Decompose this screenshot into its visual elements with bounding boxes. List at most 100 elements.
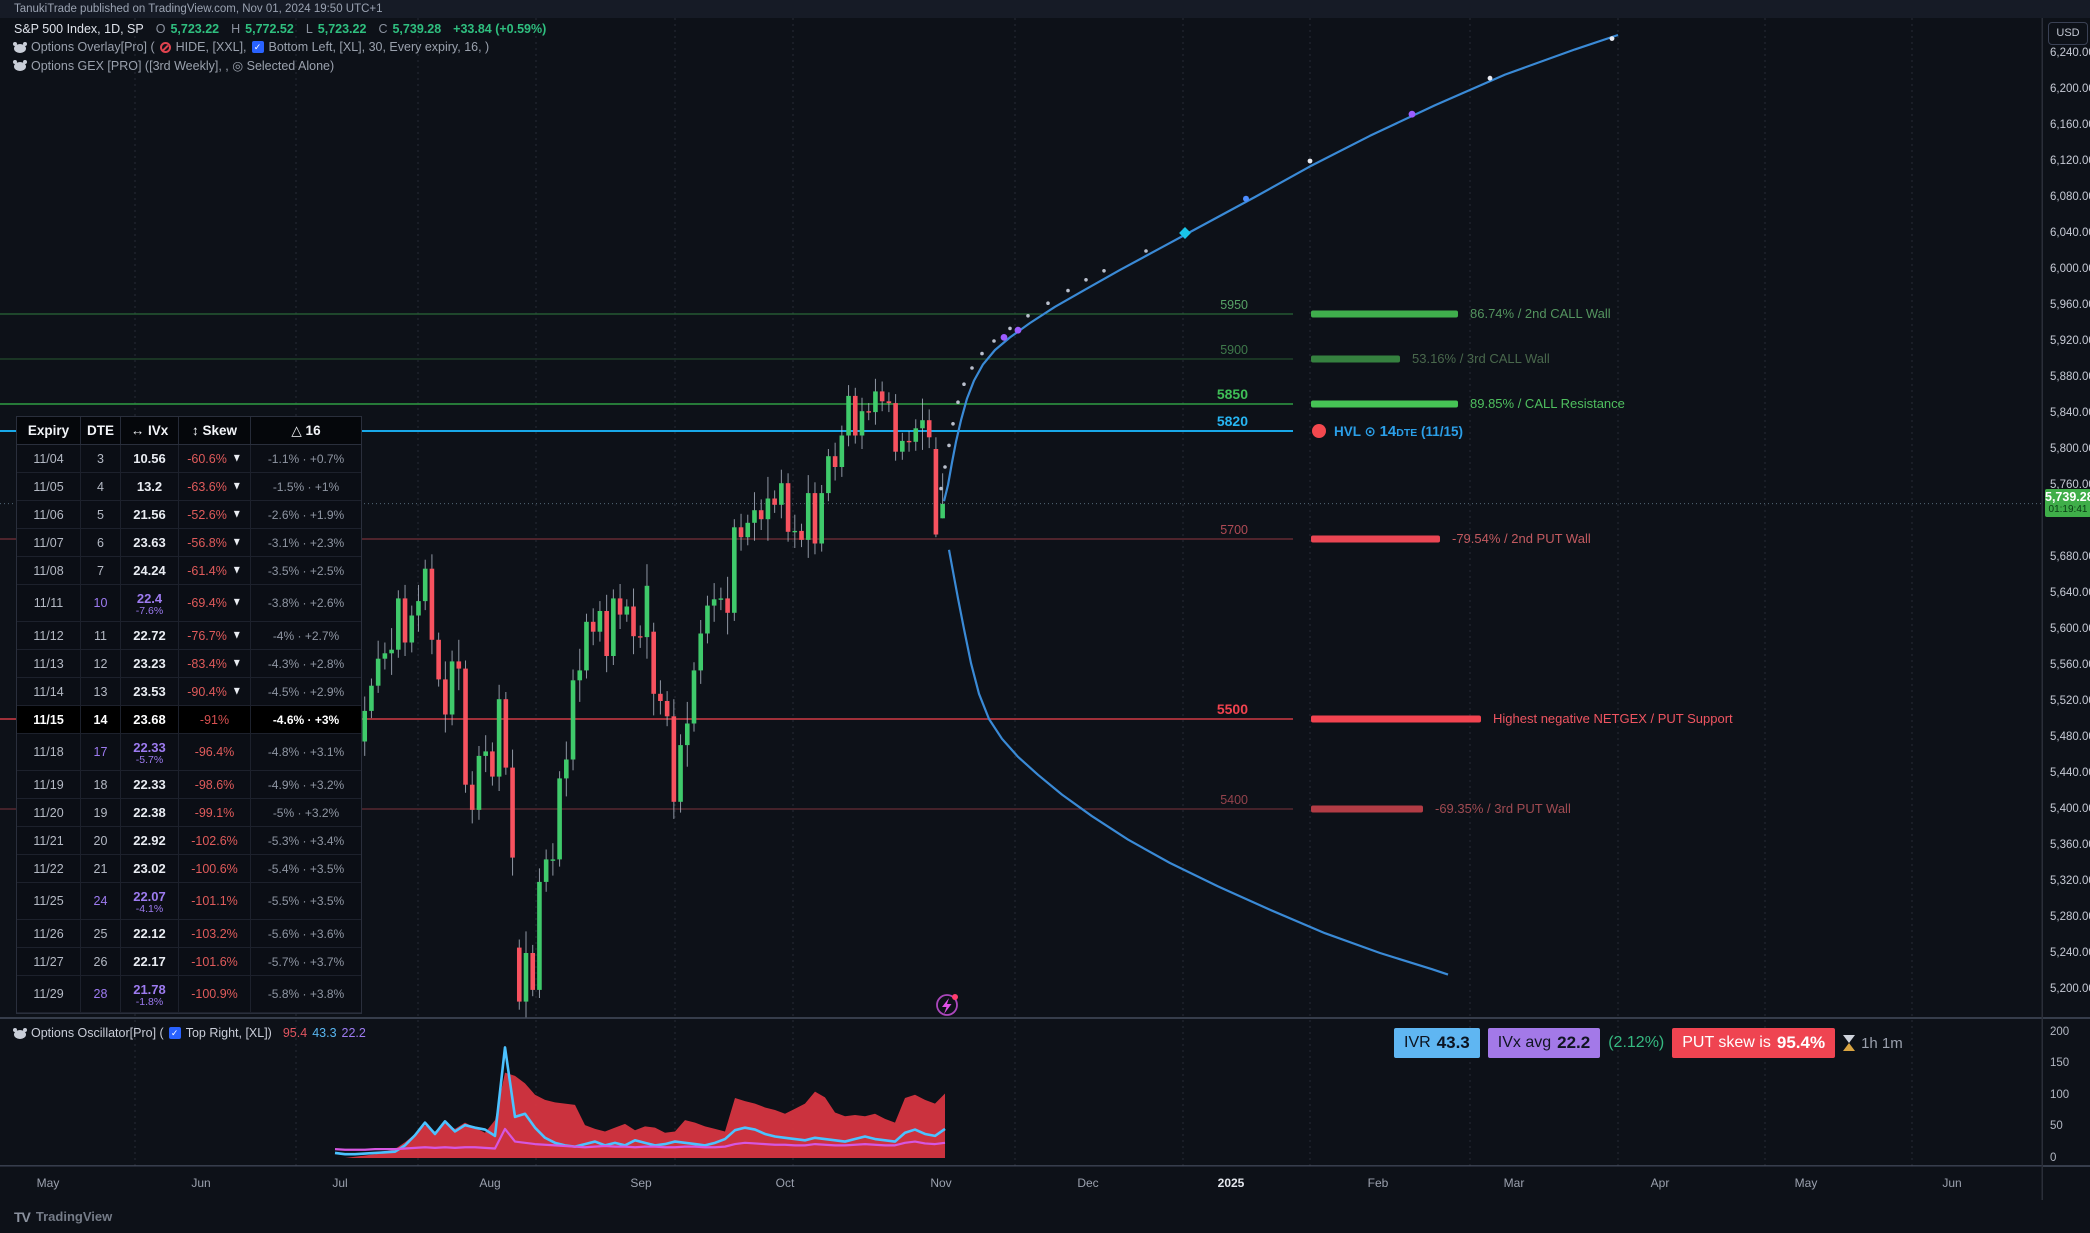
expiry-row-11-07[interactable]: 11/07 6 23.63 -56.8% ▼ -3.1% · +2.3% <box>17 529 361 557</box>
expiry-cell: 11/15 <box>17 706 81 733</box>
low-value: 5,723.22 <box>317 22 367 36</box>
ivr-badge: IVR 43.3 <box>1394 1028 1480 1058</box>
dte-cell: 4 <box>81 473 121 500</box>
price-tick: 5,840.00 <box>2050 407 2090 419</box>
time-axis[interactable]: May Jun Jul Aug Sep Oct Nov Dec 2025 Feb Mar Apr May… <box>0 1166 2042 1202</box>
change-value: +33.84 (+0.59%) <box>453 22 547 36</box>
expiry-row-11-25[interactable]: 11/25 24 22.07 -4.1% -101.1% -5.5% · +3.5% <box>17 883 361 920</box>
bar-countdown: 01:19:41 <box>2048 503 2088 515</box>
oscillator-tick: 200 <box>2050 1025 2070 1038</box>
options-overlay-legend[interactable]: Options Overlay[Pro] ( HIDE, [XXL], ✓ Bo… <box>13 40 489 54</box>
expiry-row-11-06[interactable]: 11/06 5 21.56 -52.6% ▼ -2.6% · +1.9% <box>17 501 361 529</box>
expiry-row-11-18[interactable]: 11/18 17 22.33 -5.7% -96.4% -4.8% · +3.1% <box>17 734 361 771</box>
svg-text:HVL ⊙ 14DTE (11/15): HVL ⊙ 14DTE (11/15) <box>1334 423 1463 440</box>
publisher-bar: TanukiTrade published on TradingView.com… <box>0 0 2090 18</box>
expiry-row-11-13[interactable]: 11/13 12 23.23 -83.4% ▼ -4.3% · +2.8% <box>17 650 361 678</box>
gridlines <box>134 18 1913 1166</box>
expiry-row-11-22[interactable]: 11/22 21 23.02 -100.6% -5.4% · +3.5% <box>17 855 361 883</box>
tradingview-logo-text[interactable]: TradingView <box>35 1209 113 1224</box>
tornado-icon: ▼ <box>231 563 242 577</box>
expiry-row-11-04[interactable]: 11/04 3 10.56 -60.6% ▼ -1.1% · +0.7% <box>17 445 361 473</box>
expiry-row-11-21[interactable]: 11/21 20 22.92 -102.6% -5.3% · +3.4% <box>17 827 361 855</box>
time-tick-Apr: Apr <box>1650 1176 1670 1190</box>
expiry-cell: 11/27 <box>17 948 81 975</box>
svg-text:86.74% / 2nd CALL Wall: 86.74% / 2nd CALL Wall <box>1470 306 1611 321</box>
svg-text:5950: 5950 <box>1220 298 1248 312</box>
price-tick: 6,040.00 <box>2050 227 2090 239</box>
delta16-cell: -5% · +3.2% <box>272 805 340 820</box>
time-tick-Dec: Dec <box>1077 1176 1099 1190</box>
skew-cell: -102.6% <box>179 827 251 854</box>
expiry-row-11-26[interactable]: 11/26 25 22.12 -103.2% -5.6% · +3.6% <box>17 920 361 948</box>
ivx-cell: 22.92 <box>121 827 179 854</box>
delta16-cell: -5.3% · +3.4% <box>267 833 345 848</box>
ivx-cell: 23.23 <box>121 650 179 677</box>
oscillator-tick: 150 <box>2050 1057 2070 1070</box>
expiry-row-11-11[interactable]: 11/11 10 22.4 -7.6% -69.4% ▼ -3.8% · +2.6% <box>17 585 361 622</box>
delta16-cell: -3.8% · +2.6% <box>267 596 345 610</box>
expiry-cell: 11/08 <box>17 557 81 584</box>
expiry-row-11-15[interactable]: 11/15 14 23.68 -91% -4.6% · +3% <box>17 706 361 734</box>
delta16-cell: -4.5% · +2.9% <box>267 684 345 699</box>
price-axis[interactable]: USD 6,240.00 6,200.00 6,160.00 6,120.00 6,08… <box>2042 18 2090 1200</box>
skew-cell: -99.1% <box>179 799 251 826</box>
ivx-avg-badge-value: 22.2 <box>1557 1033 1591 1052</box>
svg-text:5900: 5900 <box>1220 343 1248 357</box>
gex-legend-text: Options GEX [PRO] ([3rd Weekly], , ◎ Sel… <box>31 59 335 73</box>
delta16-cell: -4.3% · +2.8% <box>267 656 345 671</box>
expiry-cell: 11/12 <box>17 622 81 649</box>
delta16-cell: -4.8% · +3.1% <box>267 745 345 759</box>
expiry-row-11-05[interactable]: 11/05 4 13.2 -63.6% ▼ -1.5% · +1% <box>17 473 361 501</box>
symbol-legend[interactable]: S&P 500 Index, 1D, SP O 5,723.22 H 5,772.5… <box>14 22 546 36</box>
skew-cell: -60.6% ▼ <box>179 445 251 472</box>
ivx-cell: 10.56 <box>121 445 179 472</box>
svg-text:5400: 5400 <box>1220 793 1248 807</box>
skew-cell: -100.9% <box>179 976 251 1012</box>
price-tick: 5,320.00 <box>2050 875 2090 887</box>
tornado-icon: ▼ <box>231 451 242 465</box>
dte-cell: 17 <box>81 734 121 770</box>
price-tick: 5,680.00 <box>2050 551 2090 563</box>
hourglass-icon <box>1843 1035 1856 1051</box>
open-value: 5,723.22 <box>170 22 220 36</box>
expiry-row-11-08[interactable]: 11/08 7 24.24 -61.4% ▼ -3.5% · +2.5% <box>17 557 361 585</box>
expiry-cell: 11/29 <box>17 976 81 1012</box>
expiry-row-11-27[interactable]: 11/27 26 22.17 -101.6% -5.7% · +3.7% <box>17 948 361 976</box>
tradingview-logo-icon[interactable]: TV <box>14 1208 31 1225</box>
delta16-cell: -4.9% · +3.2% <box>267 777 345 792</box>
price-tick: 5,800.00 <box>2050 443 2090 455</box>
currency-button[interactable]: USD <box>2048 22 2088 45</box>
expiry-row-11-19[interactable]: 11/19 18 22.33 -98.6% -4.9% · +3.2% <box>17 771 361 799</box>
ivx-avg-badge-label: IVx avg <box>1497 1034 1552 1051</box>
ivx-cell: 22.33 -5.7% <box>121 734 179 770</box>
price-tick: 5,640.00 <box>2050 587 2090 599</box>
time-tick-Mar: Mar <box>1503 1176 1525 1190</box>
low-label: L <box>305 22 313 36</box>
price-tick: 5,920.00 <box>2050 335 2090 347</box>
dte-cell: 13 <box>81 678 121 705</box>
expiry-row-11-20[interactable]: 11/20 19 22.38 -99.1% -5% · +3.2% <box>17 799 361 827</box>
tornado-icon: ▼ <box>231 479 242 493</box>
expiry-row-11-12[interactable]: 11/12 11 22.72 -76.7% ▼ -4% · +2.7% <box>17 622 361 650</box>
delta16-cell: -2.6% · +1.9% <box>267 507 345 522</box>
dte-cell: 14 <box>81 706 121 733</box>
symbol-title: S&P 500 Index, 1D, SP <box>14 22 144 36</box>
options-gex-legend[interactable]: Options GEX [PRO] ([3rd Weekly], , ◎ Sel… <box>13 58 335 73</box>
expiry-row-11-29[interactable]: 11/29 28 21.78 -1.8% -100.9% -5.8% · +3.8% <box>17 976 361 1013</box>
last-price-badge: 5,739.28 01:19:41 <box>2045 488 2090 517</box>
svg-text:Highest negative NETGEX / PUT: Highest negative NETGEX / PUT Support <box>1493 711 1733 726</box>
expiry-timer: 1h 1m <box>1843 1035 1903 1052</box>
oscillator-tick: 50 <box>2050 1120 2063 1133</box>
delta16-cell: -5.8% · +3.8% <box>267 987 345 1001</box>
oscillator-legend[interactable]: Options Oscillator[Pro] ( ✓ Top Right, [… <box>13 1026 366 1040</box>
ivx-cell: 13.2 <box>121 473 179 500</box>
expiry-dots <box>939 36 1615 491</box>
overlay-legend-hide: HIDE, [XXL], <box>175 40 247 54</box>
expiry-row-11-14[interactable]: 11/14 13 23.53 -90.4% ▼ -4.5% · +2.9% <box>17 678 361 706</box>
svg-text:53.16% / 3rd CALL Wall: 53.16% / 3rd CALL Wall <box>1412 351 1550 366</box>
price-tick: 5,600.00 <box>2050 623 2090 635</box>
table-body: 11/04 3 10.56 -60.6% ▼ -1.1% · +0.7% 11/05 4 13.… <box>17 445 361 1013</box>
oscillator-tick: 0 <box>2050 1152 2057 1164</box>
